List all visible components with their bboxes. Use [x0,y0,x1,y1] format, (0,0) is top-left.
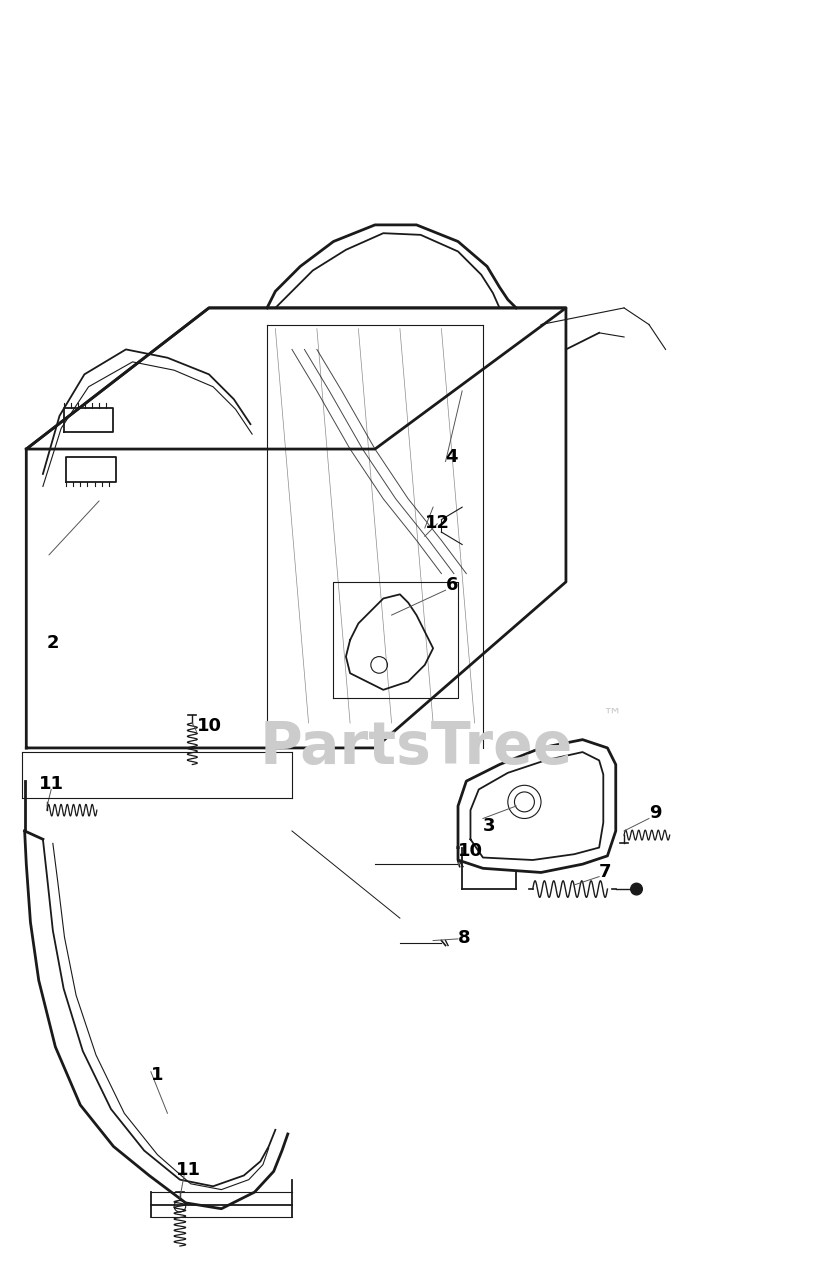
Text: 7: 7 [599,863,611,881]
Text: 10: 10 [458,842,483,860]
Text: 8: 8 [458,929,471,947]
Circle shape [631,883,642,895]
Text: 3: 3 [483,817,496,835]
Text: 9: 9 [649,805,661,823]
Text: 11: 11 [176,1161,201,1179]
Text: 6: 6 [446,576,458,594]
Text: 11: 11 [39,776,64,794]
Text: 1: 1 [151,1066,163,1084]
Text: PartsTree: PartsTree [260,719,573,777]
Text: 12: 12 [425,515,450,532]
Text: 10: 10 [197,717,222,735]
Text: ™: ™ [602,707,621,726]
Text: 4: 4 [446,448,458,466]
Text: 2: 2 [47,635,59,653]
